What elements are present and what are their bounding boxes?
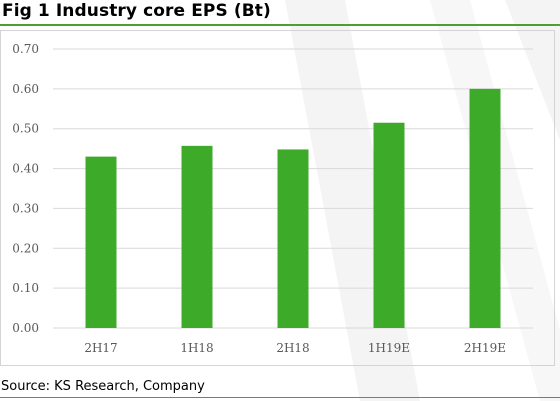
bottom-rule xyxy=(0,397,560,398)
y-tick-label: 0.40 xyxy=(12,162,39,176)
x-tick-label: 2H19E xyxy=(464,341,506,355)
x-tick-label: 2H18 xyxy=(276,341,309,355)
bar-1h18 xyxy=(181,145,213,328)
title-underline xyxy=(0,24,560,26)
y-tick-label: 0.00 xyxy=(12,321,39,335)
figure-title: Fig 1 Industry core EPS (Bt) xyxy=(2,1,271,21)
bar-2h17 xyxy=(85,156,117,328)
bar-2h19e xyxy=(469,88,501,328)
y-tick-label: 0.30 xyxy=(12,201,39,215)
x-tick-label: 2H17 xyxy=(84,341,117,355)
bar-1h19e xyxy=(373,122,405,328)
x-tick-label: 1H19E xyxy=(368,341,410,355)
y-tick-label: 0.20 xyxy=(12,241,39,255)
bar-chart: 0.00 0.10 0.20 0.30 0.40 0.50 0.60 0.70 2H17 1H18… xyxy=(12,42,533,355)
y-tick-label: 0.50 xyxy=(12,122,39,136)
bar-2h18 xyxy=(277,149,309,328)
source-note: Source: KS Research, Company xyxy=(1,379,205,394)
y-tick-label: 0.10 xyxy=(12,281,39,295)
y-tick-label: 0.70 xyxy=(12,42,39,56)
chart-frame: 0.00 0.10 0.20 0.30 0.40 0.50 0.60 0.70 2H17 1H18… xyxy=(0,30,555,366)
y-tick-label: 0.60 xyxy=(12,82,39,96)
x-tick-label: 1H18 xyxy=(180,341,213,355)
